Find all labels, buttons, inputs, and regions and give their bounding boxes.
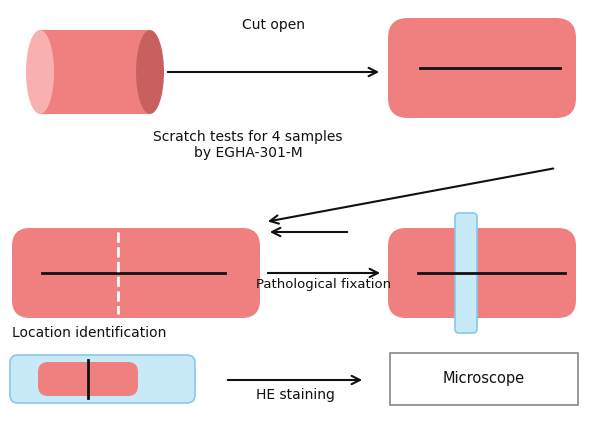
Text: Location identification: Location identification <box>12 326 166 340</box>
Text: Microscope: Microscope <box>443 371 525 386</box>
Ellipse shape <box>136 30 164 114</box>
FancyBboxPatch shape <box>455 213 477 333</box>
Text: Pathological fixation: Pathological fixation <box>256 278 392 291</box>
FancyBboxPatch shape <box>388 18 576 118</box>
FancyBboxPatch shape <box>388 228 576 318</box>
FancyBboxPatch shape <box>38 362 138 396</box>
Text: HE staining: HE staining <box>256 388 334 402</box>
Text: Scratch tests for 4 samples
by EGHA-301-M: Scratch tests for 4 samples by EGHA-301-… <box>153 130 343 160</box>
FancyBboxPatch shape <box>390 353 578 405</box>
Polygon shape <box>40 30 150 114</box>
FancyBboxPatch shape <box>10 355 195 403</box>
FancyBboxPatch shape <box>12 228 260 318</box>
Text: Cut open: Cut open <box>241 18 305 32</box>
Ellipse shape <box>26 30 54 114</box>
